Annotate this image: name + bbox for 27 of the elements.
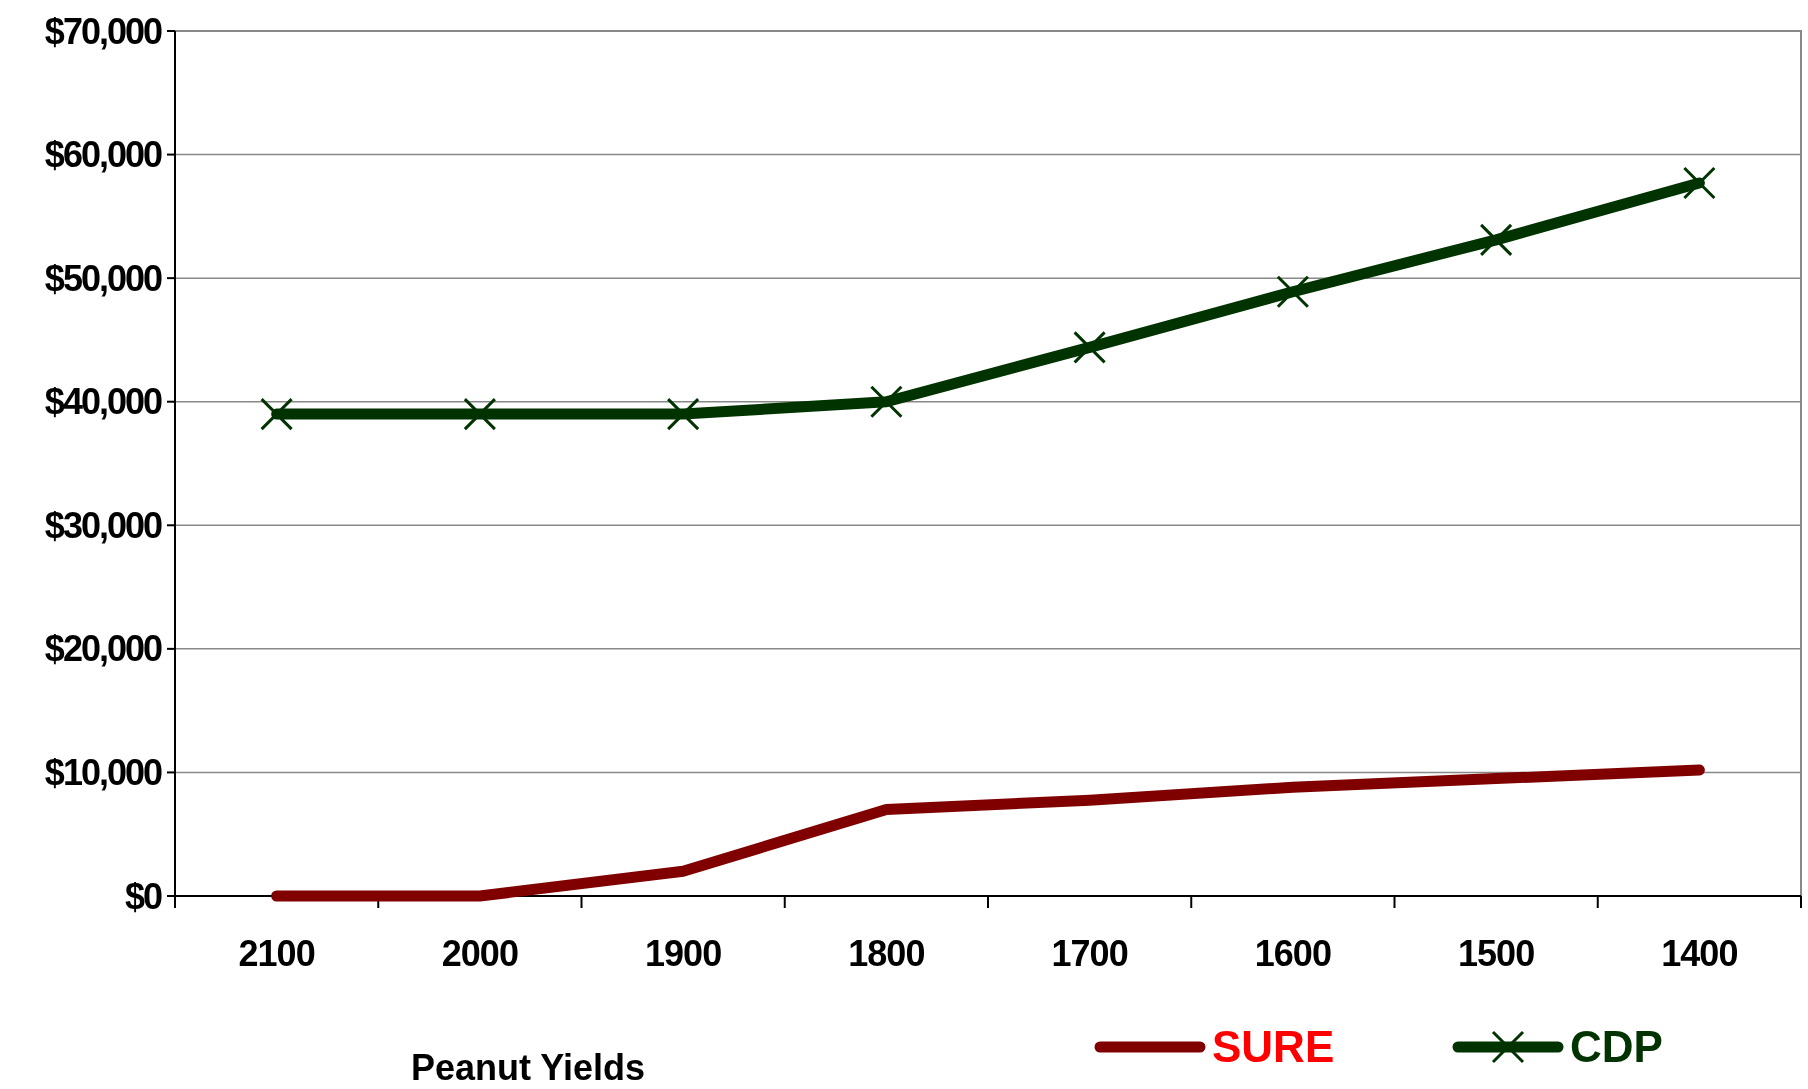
legend-label: CDP	[1570, 1022, 1663, 1072]
x-axis-title: Peanut Yields	[410, 1047, 646, 1088]
point	[1479, 223, 1513, 257]
y-tick-label: $30,000	[44, 504, 162, 546]
x-tick-label: 2000	[441, 933, 518, 974]
point	[666, 397, 700, 431]
x-tick-label: 2100	[238, 933, 315, 974]
point	[260, 397, 294, 431]
point	[1682, 166, 1716, 200]
x-tick-label: 1500	[1458, 933, 1535, 974]
point	[1073, 330, 1107, 364]
x-tick-label: 1700	[1051, 933, 1128, 974]
y-tick-label: $70,000	[44, 10, 162, 52]
x-tick-label: 1800	[848, 933, 925, 974]
legend-label: SURE	[1212, 1022, 1335, 1072]
point	[463, 397, 497, 431]
point	[1276, 275, 1310, 309]
x-tick-label: 1900	[645, 933, 722, 974]
y-tick-label: $40,000	[44, 381, 162, 423]
y-tick-label: $20,000	[44, 628, 162, 670]
x-tick-label: 1600	[1254, 933, 1331, 974]
y-tick-label: $60,000	[44, 134, 162, 176]
point	[869, 385, 903, 419]
y-tick-label: $50,000	[44, 257, 162, 299]
y-tick-label: $10,000	[44, 752, 162, 794]
y-tick-label: $0	[124, 875, 162, 917]
x-tick-label: 1400	[1661, 933, 1738, 974]
